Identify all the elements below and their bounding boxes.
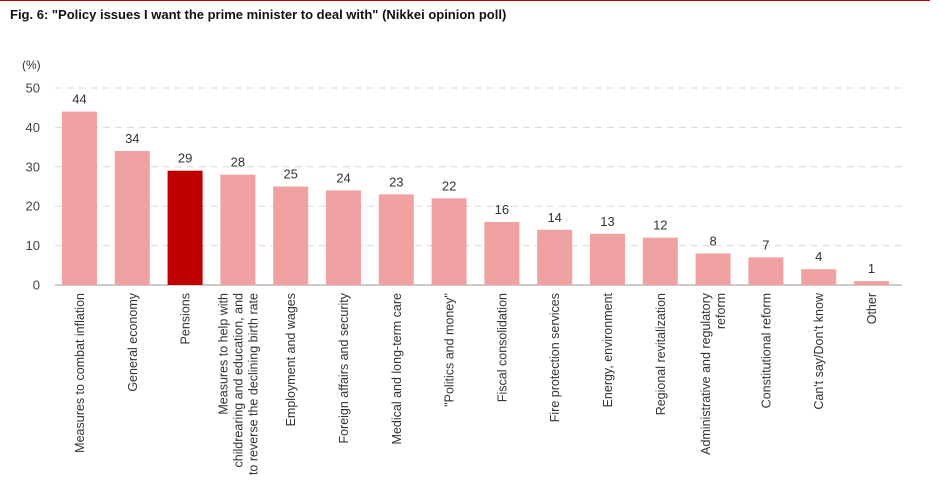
x-tick-label: General economy [126,292,140,391]
x-tick-label: Fire protection services [548,293,562,422]
bar [642,237,678,285]
x-tick-label-line: Fire protection services [548,293,562,422]
data-label: 25 [283,167,297,182]
bar [695,253,731,285]
bar [431,198,467,285]
x-tick-label-line: Measures to help with [216,293,230,415]
x-tick-label: Fiscal consolidation [495,293,509,402]
bar [854,281,889,285]
x-tick-label-line: Regional revitalization [654,293,668,415]
chart-title: Fig. 6: "Policy issues I want the prime … [10,7,507,22]
bar [484,222,520,285]
bar [62,111,97,285]
bar [326,190,361,285]
x-tick-label-line: Energy, environment [601,292,615,407]
bar [114,151,150,285]
y-tick-label: 40 [26,120,40,135]
x-tick-label-line: "Politics and money" [443,293,457,407]
x-tick-label-line: childrearing and education, and [231,293,245,467]
data-label: 14 [547,210,561,225]
y-tick-label: 50 [26,81,40,96]
y-axis-unit-label: (%) [22,58,41,72]
data-label: 7 [762,237,769,252]
data-label: 24 [336,170,350,185]
x-tick-label-line: Fiscal consolidation [495,293,509,402]
x-tick-label: Foreign affairs and security [337,292,351,443]
bar [273,186,309,285]
x-tick-label: Measures to combat inflation [73,293,87,453]
x-tick-label-line: reform [714,293,728,329]
x-tick-label-line: Measures to combat inflation [73,293,87,453]
x-tick-label: "Politics and money" [443,293,457,407]
x-tick-label-line: to reverse the declining birth rate [246,293,260,475]
data-label: 29 [178,151,192,166]
data-label: 13 [600,214,614,229]
title-rule [0,0,930,1]
y-tick-label: 0 [33,278,40,293]
x-tick-label: Measures to help with childrearing and ed… [216,293,260,475]
x-tick-label-line: Medical and long-term care [390,293,404,445]
data-label: 44 [72,92,86,107]
x-tick-label-line: Constitutional reform [759,293,773,408]
y-tick-label: 20 [26,199,40,214]
bar [537,229,573,285]
data-label: 22 [442,178,456,193]
data-label: 8 [709,233,716,248]
x-tick-label: Constitutional reform [759,293,773,408]
data-label: 1 [868,261,875,276]
y-tick-label: 10 [26,238,40,253]
bar [167,170,203,285]
x-tick-label: Energy, environment [601,292,615,407]
x-tick-label: Employment and wages [284,293,298,426]
x-tick-label-line: Employment and wages [284,293,298,426]
x-tick-label: Medical and long-term care [390,293,404,445]
x-tick-label: Pensions [179,293,193,344]
data-label: 4 [815,249,822,264]
bar [748,257,784,285]
data-label: 12 [653,218,667,233]
data-label: 28 [231,155,245,170]
x-tick-label: Can't say/Don't know [812,292,826,410]
bar [590,233,625,285]
bar [220,174,256,285]
x-tick-label-line: Administrative and regulatory [699,292,713,455]
x-tick-label-line: Can't say/Don't know [812,292,826,410]
x-tick-label-line: Pensions [179,293,193,344]
x-tick-label-line: Foreign affairs and security [337,292,351,443]
x-tick-label: Administrative and regulatory reform [699,292,728,455]
x-tick-label: Other [865,293,879,324]
x-tick-label: Regional revitalization [654,293,668,415]
x-tick-label-line: General economy [126,292,140,391]
bar [378,194,414,285]
y-tick-label: 30 [26,159,40,174]
x-tick-label-line: Other [865,293,879,324]
data-label: 23 [389,174,403,189]
bar [801,269,837,285]
data-label: 34 [125,131,139,146]
data-label: 16 [495,202,509,217]
